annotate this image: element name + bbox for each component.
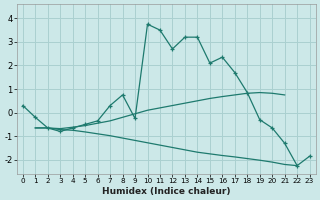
X-axis label: Humidex (Indice chaleur): Humidex (Indice chaleur) (102, 187, 230, 196)
